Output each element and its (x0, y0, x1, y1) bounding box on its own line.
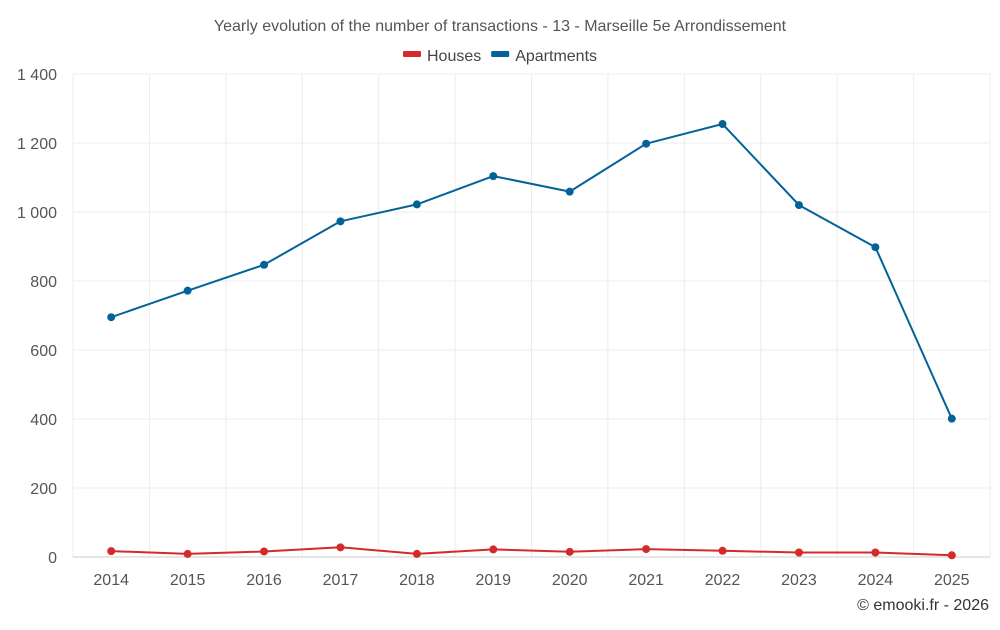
data-point-houses (412, 549, 421, 558)
data-point-apartments (642, 139, 651, 148)
data-point-apartments (565, 187, 574, 196)
y-tick-label: 600 (30, 343, 57, 360)
x-tick-label: 2024 (858, 572, 894, 589)
legend: Houses Apartments (403, 48, 597, 65)
data-point-houses (107, 547, 116, 556)
legend-item-houses[interactable]: Houses (403, 48, 481, 65)
legend-swatch (403, 51, 421, 57)
data-point-apartments (871, 243, 880, 252)
x-tick-label: 2015 (170, 572, 206, 589)
series-houses (107, 543, 956, 560)
data-point-houses (947, 551, 956, 560)
data-point-houses (336, 543, 345, 552)
x-tick-label: 2019 (475, 572, 511, 589)
series-line-apartments (110, 123, 953, 420)
data-point-houses (260, 547, 269, 556)
data-point-houses (871, 548, 880, 557)
credit-label: © emooki.fr - 2026 (857, 597, 989, 614)
series-layer (107, 120, 956, 560)
x-tick-label: 2016 (246, 572, 282, 589)
y-tick-label: 1 200 (17, 136, 57, 153)
data-point-apartments (718, 120, 727, 129)
data-point-apartments (794, 201, 803, 210)
data-point-apartments (183, 286, 192, 295)
data-point-apartments (489, 172, 498, 181)
x-tick-label: 2017 (323, 572, 359, 589)
y-tick-label: 200 (30, 481, 57, 498)
data-point-houses (565, 547, 574, 556)
legend-label: Houses (427, 48, 481, 65)
data-point-houses (489, 545, 498, 554)
y-tick-label: 400 (30, 412, 57, 429)
series-line-houses (111, 546, 952, 557)
y-tick-label: 800 (30, 274, 57, 291)
legend-item-apartments[interactable]: Apartments (491, 48, 597, 65)
x-tick-label: 2014 (93, 572, 129, 589)
x-tick-label: 2020 (552, 572, 588, 589)
x-tick-label: 2018 (399, 572, 435, 589)
legend-label: Apartments (515, 48, 597, 65)
data-point-apartments (107, 313, 116, 322)
y-tick-label: 1 400 (17, 67, 57, 84)
series-apartments (107, 120, 956, 423)
axes: 0 200 400 600 800 1 000 1 200 1 400 2014 2015 2016… (17, 67, 990, 589)
x-tick-label: 2025 (934, 572, 970, 589)
x-tick-label: 2023 (781, 572, 817, 589)
x-tick-label: 2022 (705, 572, 741, 589)
x-tick-label: 2021 (628, 572, 664, 589)
data-point-apartments (336, 217, 345, 226)
y-tick-label: 0 (48, 550, 57, 567)
data-point-houses (718, 546, 727, 555)
grid (72, 73, 991, 557)
data-point-apartments (412, 200, 421, 209)
data-point-houses (183, 549, 192, 558)
data-point-houses (794, 548, 803, 557)
chart-title: Yearly evolution of the number of transa… (214, 18, 787, 35)
data-point-houses (642, 545, 651, 554)
data-point-apartments (947, 414, 956, 423)
y-tick-label: 1 000 (17, 205, 57, 222)
data-point-apartments (260, 260, 269, 269)
legend-swatch (491, 51, 510, 57)
